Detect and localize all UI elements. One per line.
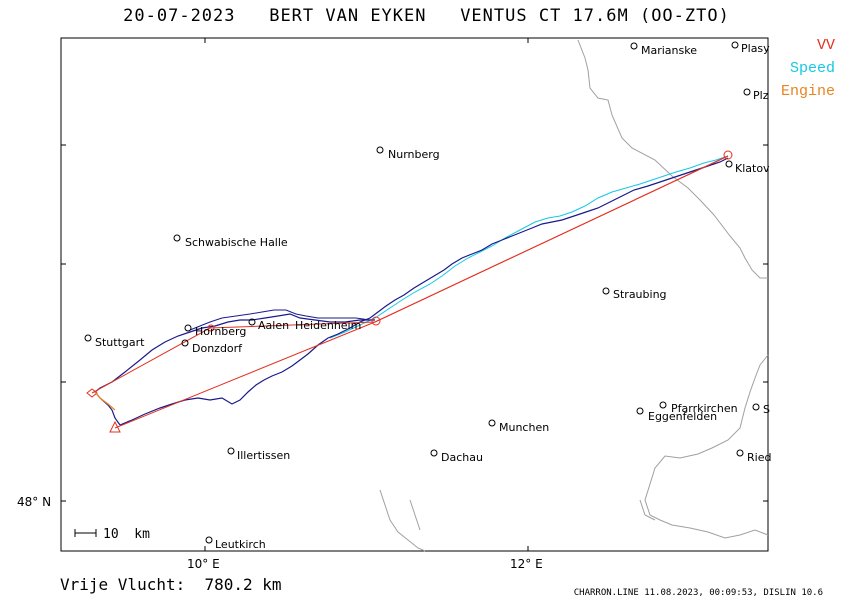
city-label: Donzdorf — [192, 342, 243, 355]
legend: VV Speed Engine — [781, 34, 835, 103]
city-marker — [430, 449, 438, 457]
turnpoint-marker — [723, 150, 733, 160]
city-marker — [227, 447, 235, 455]
city-label: Heidenheim — [295, 319, 361, 332]
city-markers — [84, 41, 760, 544]
speed-track — [329, 155, 729, 339]
axis-label-12e: 12° E — [510, 557, 543, 571]
credit-line: CHARRON.LINE 11.08.2023, 00:09:53, DISLI… — [573, 588, 823, 598]
city-label: Nurnberg — [388, 148, 440, 161]
city-label: Klatov — [735, 162, 770, 175]
city-label: S — [763, 403, 770, 416]
city-label: Straubing — [613, 288, 667, 301]
city-label: Munchen — [499, 421, 549, 434]
city-marker — [743, 88, 751, 96]
distance-label: Vrije Vlucht: — [60, 575, 186, 594]
city-marker — [731, 41, 739, 49]
city-marker — [173, 234, 181, 242]
city-label: Plz — [753, 89, 769, 102]
country-borders — [379, 39, 769, 552]
city-marker — [630, 42, 638, 50]
city-label: Dachau — [441, 451, 483, 464]
distance-value: 780.2 km — [204, 575, 282, 594]
turnpoint-marker — [207, 324, 215, 332]
turnpoint-marker — [371, 316, 381, 326]
flight-title: 20-07-2023 BERT VAN EYKEN VENTUS CT 17.6… — [123, 6, 730, 26]
flight-track — [119, 157, 729, 426]
city-marker — [636, 407, 644, 415]
city-label: Plasy — [741, 42, 770, 55]
vv-lines — [91, 155, 729, 429]
city-label: Pfarrkirchen — [671, 402, 738, 415]
city-marker — [602, 287, 610, 295]
city-label: Leutkirch — [215, 538, 266, 551]
city-label: Aalen — [258, 319, 289, 332]
scale-label: 10 km — [103, 527, 150, 542]
flight-track-mid — [189, 309, 371, 331]
city-marker — [184, 324, 192, 332]
axis-label-10e: 10° E — [187, 557, 220, 571]
city-marker — [736, 449, 744, 457]
legend-speed: Speed — [789, 60, 835, 77]
city-marker — [376, 146, 384, 154]
city-marker — [725, 160, 733, 168]
finish-marker — [86, 388, 98, 398]
map-frame — [60, 37, 769, 552]
city-marker — [84, 334, 92, 342]
city-marker — [752, 403, 760, 411]
scale-bar — [74, 529, 97, 537]
city-label: Schwabische Halle — [185, 236, 288, 249]
city-label: Eggenfelden — [648, 410, 717, 423]
city-label: Ried — [747, 451, 771, 464]
city-marker — [181, 339, 189, 347]
city-label: Hornberg — [195, 325, 246, 338]
city-label: Illertissen — [237, 449, 290, 462]
city-label: Stuttgart — [95, 336, 145, 349]
city-marker — [205, 536, 213, 544]
city-label: Marianske — [641, 44, 697, 57]
city-marker — [248, 318, 256, 326]
free-flight-distance: Vrije Vlucht: 780.2 km — [60, 575, 282, 594]
legend-engine: Engine — [780, 83, 835, 100]
legend-vv: VV — [816, 37, 835, 54]
city-marker — [659, 401, 667, 409]
city-labels: Marianske Plasy Plz Nurnberg Klatov Schw… — [95, 42, 771, 551]
axis-ticks — [61, 38, 768, 551]
city-marker — [488, 419, 496, 427]
start-marker — [109, 420, 121, 433]
axis-label-48n: 48° N — [17, 495, 51, 509]
engine-track — [94, 391, 116, 411]
